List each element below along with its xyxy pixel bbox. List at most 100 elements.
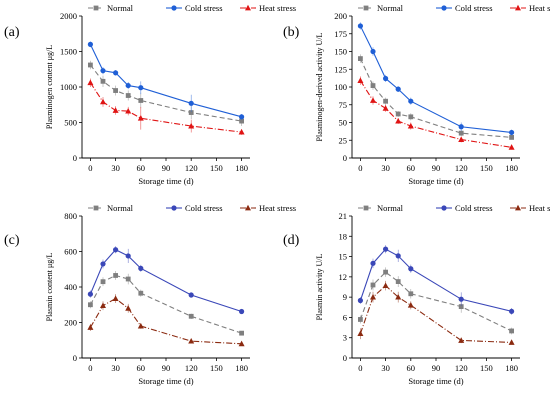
x-tick-label: 120 <box>455 163 468 173</box>
data-point <box>239 114 245 120</box>
legend-swatch-marker <box>363 5 369 11</box>
series-normal <box>88 271 244 336</box>
series-line <box>359 284 512 343</box>
data-point <box>370 83 376 88</box>
legend-label: Cold stress <box>455 3 493 13</box>
data-point <box>125 93 131 98</box>
x-tick-label: 90 <box>162 363 171 373</box>
y-tick-label: 0 <box>73 153 77 163</box>
series-cold-stress <box>87 246 245 315</box>
data-point <box>100 261 106 267</box>
data-point <box>137 322 144 329</box>
data-point <box>408 114 414 120</box>
series-heat-stress <box>357 76 515 150</box>
x-tick-label: 120 <box>185 163 198 173</box>
data-point <box>357 297 363 304</box>
series-line <box>89 82 242 133</box>
y-tick-label: 125 <box>334 64 347 74</box>
data-point <box>138 85 144 91</box>
data-point <box>407 122 414 129</box>
data-point <box>382 282 389 289</box>
data-point <box>239 308 245 315</box>
data-point <box>100 68 106 74</box>
data-point <box>100 302 106 309</box>
data-point <box>100 279 106 285</box>
x-tick-label: 120 <box>455 363 468 373</box>
x-tick-label: 60 <box>137 163 146 173</box>
series-line <box>89 249 242 313</box>
data-point <box>113 247 119 253</box>
data-point <box>370 48 376 55</box>
x-tick-label: 180 <box>235 163 248 173</box>
y-tick-label: 200 <box>334 11 347 21</box>
legend-swatch-marker <box>363 205 369 211</box>
legend-swatch-marker <box>171 205 177 211</box>
data-point <box>458 136 465 142</box>
legend-swatch-marker <box>93 5 99 11</box>
x-axis-label: Storage time (d) <box>138 376 193 386</box>
data-point <box>458 130 464 136</box>
y-tick-label: 2000 <box>60 11 77 21</box>
series-normal <box>358 267 514 335</box>
series-normal <box>358 54 514 140</box>
data-point <box>509 328 514 334</box>
series-cold-stress <box>357 22 515 136</box>
legend-label: Cold stress <box>185 3 223 13</box>
series-heat-stress <box>357 280 515 345</box>
y-tick-label: 0 <box>73 353 77 363</box>
data-point <box>137 115 144 121</box>
y-tick-label: 1000 <box>60 82 77 92</box>
series-line <box>359 271 512 332</box>
data-point <box>395 86 401 92</box>
x-tick-label: 150 <box>480 363 493 373</box>
data-point <box>238 128 245 135</box>
data-point <box>188 292 194 298</box>
y-tick-label: 100 <box>334 82 347 92</box>
data-point <box>87 41 93 48</box>
x-tick-label: 0 <box>358 363 362 373</box>
data-point <box>458 124 464 130</box>
x-tick-label: 180 <box>505 163 518 173</box>
series-heat-stress <box>87 294 245 347</box>
legend-swatch-marker <box>245 4 251 11</box>
data-point <box>87 324 94 330</box>
data-point <box>88 62 93 68</box>
x-axis-label: Storage time (d) <box>408 176 463 186</box>
panel-1: (b) 0 30 60 90 120 150 180 0 25 50 75 100 125 150 175 20… <box>283 3 550 186</box>
data-point <box>395 293 402 300</box>
y-tick-label: 9 <box>343 292 347 302</box>
data-point <box>188 100 194 106</box>
y-tick-label: 3 <box>343 333 347 343</box>
legend-swatch-marker <box>245 204 251 211</box>
y-tick-label: 500 <box>64 118 77 128</box>
data-point <box>138 98 144 103</box>
panel-2: (c) 0 30 60 90 120 150 180 0 200 400 600 800 Storage … <box>4 203 296 386</box>
y-tick-label: 50 <box>339 118 348 128</box>
x-tick-label: 150 <box>480 163 493 173</box>
data-point <box>125 305 132 311</box>
legend-label: Normal <box>377 203 404 213</box>
x-tick-label: 0 <box>88 163 92 173</box>
data-point <box>395 111 401 117</box>
legend-label: Heat stress <box>529 3 550 13</box>
x-tick-label: 30 <box>381 163 390 173</box>
series-heat-stress <box>87 78 245 135</box>
data-point <box>113 70 119 76</box>
series-line <box>359 58 512 138</box>
y-tick-label: 0 <box>343 353 347 363</box>
x-tick-label: 30 <box>111 363 120 373</box>
y-axis-label: Plasminogen content μg/L <box>45 45 54 129</box>
x-tick-label: 90 <box>162 163 171 173</box>
x-tick-label: 60 <box>407 163 416 173</box>
data-point <box>508 339 515 345</box>
data-point <box>125 107 132 114</box>
data-point <box>188 110 194 115</box>
data-point <box>395 117 402 124</box>
legend-label: Normal <box>107 203 134 213</box>
data-point <box>458 337 465 343</box>
legend-swatch-marker <box>441 5 447 11</box>
data-point <box>370 97 376 103</box>
data-point <box>508 144 515 150</box>
data-point <box>112 107 119 113</box>
